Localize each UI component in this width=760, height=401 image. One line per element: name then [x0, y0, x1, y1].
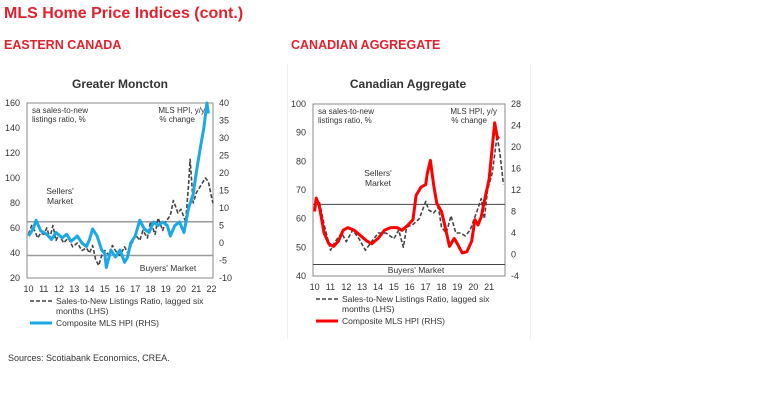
x-tick-label: 14 [85, 284, 95, 294]
x-tick-label: 19 [452, 282, 462, 292]
x-tick-label: 15 [389, 282, 399, 292]
x-tick-label: 20 [176, 284, 186, 294]
chart-panel-moncton [0, 64, 288, 339]
y-right-tick-label: 28 [511, 99, 521, 109]
x-tick-label: 12 [341, 282, 351, 292]
buyers-market-label: Buyers' Market [140, 263, 197, 273]
y-right-tick-label: 16 [511, 164, 521, 174]
sellers-market-label: Sellers' [364, 168, 392, 178]
sellers-market-label: Sellers' [46, 186, 74, 196]
legend-label: Composite MLS HPI (RHS) [342, 316, 445, 326]
chart-title: Greater Moncton [72, 77, 168, 91]
y-right-label: % change [451, 116, 487, 125]
plot-frame [26, 102, 214, 279]
y-right-tick-label: 0 [219, 238, 224, 248]
x-tick-label: 13 [357, 282, 367, 292]
x-tick-label: 17 [421, 282, 431, 292]
chart-panel-canada [288, 64, 531, 339]
x-tick-label: 15 [100, 284, 110, 294]
y-right-tick-label: -10 [219, 273, 232, 283]
y-left-tick-label: 120 [5, 148, 20, 158]
y-left-label: listings ratio, % [32, 115, 86, 124]
series-composite-hpi-line [27, 101, 210, 269]
x-tick-label: 11 [326, 282, 335, 292]
y-right-tick-label: 25 [219, 151, 229, 161]
chart-greater-moncton: Greater Moncton1601401201008060402040353… [5, 77, 232, 328]
y-left-tick-label: 20 [10, 273, 20, 283]
y-right-tick-label: 24 [511, 121, 521, 131]
y-left-tick-label: 100 [5, 173, 20, 183]
y-left-tick-label: 160 [5, 98, 20, 108]
x-tick-label: 13 [69, 284, 79, 294]
section-eastern-canada: EASTERN CANADA [4, 38, 122, 52]
y-right-tick-label: 8 [511, 207, 516, 217]
sellers-market-label: Market [365, 178, 392, 188]
y-right-tick-label: 15 [219, 186, 229, 196]
x-tick-label: 14 [373, 282, 383, 292]
x-tick-label: 16 [405, 282, 415, 292]
y-right-tick-label: 12 [511, 185, 521, 195]
x-tick-label: 19 [161, 284, 171, 294]
x-tick-label: 21 [191, 284, 201, 294]
x-tick-label: 10 [310, 282, 320, 292]
y-right-tick-label: 35 [219, 116, 229, 126]
legend-label: months (LHS) [56, 306, 109, 316]
x-tick-label: 20 [468, 282, 478, 292]
sellers-market-label: Market [47, 196, 74, 206]
section-canadian-aggregate: CANADIAN AGGREGATE [291, 38, 441, 52]
y-right-label: MLS HPI, y/y [450, 107, 497, 116]
y-left-tick-label: 70 [296, 185, 306, 195]
page-title: MLS Home Price Indices (cont.) [4, 5, 244, 22]
x-tick-label: 21 [484, 282, 494, 292]
legend-label: Composite MLS HPI (RHS) [56, 318, 159, 328]
series-sales-to-new-listings-line [314, 134, 505, 251]
y-left-tick-label: 80 [10, 198, 20, 208]
y-left-tick-label: 60 [296, 214, 306, 224]
series-sales-to-new-listings-line [27, 158, 214, 267]
x-tick-label: 12 [54, 284, 64, 294]
y-left-label: sa sales-to-new [318, 107, 374, 116]
x-tick-label: 10 [24, 284, 34, 294]
y-left-tick-label: 100 [291, 99, 306, 109]
y-right-tick-label: 30 [219, 133, 229, 143]
y-left-tick-label: 90 [296, 128, 306, 138]
y-right-tick-label: -5 [219, 256, 227, 266]
legend-label: Sales-to-New Listings Ratio, lagged six [342, 294, 490, 304]
x-tick-label: 16 [115, 284, 125, 294]
legend-label: months (LHS) [342, 304, 395, 314]
sources-note: Sources: Scotiabank Economics, CREA. [8, 353, 170, 363]
y-right-tick-label: -4 [511, 271, 519, 281]
y-left-label: listings ratio, % [318, 116, 372, 125]
y-right-tick-label: 4 [511, 228, 516, 238]
series-composite-hpi-line [313, 121, 500, 255]
y-left-tick-label: 140 [5, 123, 20, 133]
y-left-tick-label: 80 [296, 156, 306, 166]
buyers-market-label: Buyers' Market [388, 265, 445, 275]
x-tick-label: 22 [206, 284, 216, 294]
y-right-tick-label: 40 [219, 98, 229, 108]
y-right-label: MLS HPI, y/y [158, 106, 205, 115]
y-right-label: % change [159, 115, 195, 124]
x-tick-label: 18 [145, 284, 155, 294]
y-right-tick-label: 5 [219, 221, 224, 231]
plot-frame [312, 103, 506, 277]
x-tick-label: 11 [39, 284, 48, 294]
y-left-tick-label: 50 [296, 242, 306, 252]
y-left-tick-label: 40 [296, 271, 306, 281]
y-right-tick-label: 10 [219, 203, 229, 213]
y-left-tick-label: 40 [10, 248, 20, 258]
y-right-tick-label: 20 [511, 142, 521, 152]
y-left-tick-label: 60 [10, 223, 20, 233]
y-right-tick-label: 0 [511, 250, 516, 260]
x-tick-label: 18 [437, 282, 447, 292]
legend-label: Sales-to-New Listings Ratio, lagged six [56, 296, 204, 306]
y-left-label: sa sales-to-new [32, 106, 88, 115]
chart-canadian-aggregate: Canadian Aggregate1009080706050402824201… [291, 77, 521, 326]
x-tick-label: 17 [130, 284, 140, 294]
chart-title: Canadian Aggregate [350, 77, 467, 91]
y-right-tick-label: 20 [219, 168, 229, 178]
